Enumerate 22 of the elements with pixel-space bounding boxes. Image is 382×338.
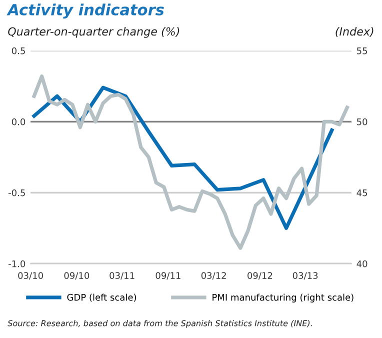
y-axis-title: Quarter-on-quarter change (%) [8,27,180,38]
y2-tick-label: 55 [357,48,367,54]
y2-axis-title: (Index) [336,27,374,37]
y2-tick-label: 45 [356,190,367,196]
x-tick-label: 09/12 [248,272,272,280]
x-tick-label: 03/11 [110,272,134,280]
line-series [32,74,349,250]
legend-label: PMI manufacturing (right scale) [212,294,354,302]
x-tick-label: 09/10 [64,272,90,280]
y-tick-label: -1.0 [8,260,26,268]
y-tick-label: 0.0 [12,118,26,126]
y2-tick-label: 50 [357,118,368,126]
source-note: Source: Research, based on data from the Spanish Statistics Institute (INE). [8,320,312,328]
x-tick-label: 03/10 [18,272,43,280]
x-tick-label: 03/13 [292,272,318,280]
y-tick-label: -0.5 [8,189,25,196]
x-tick-label: 09/11 [156,272,180,280]
y-tick-label: 0.5 [12,47,25,54]
legend-label: GDP (left scale) [67,294,136,302]
chart-title: Activity indicators [6,4,164,19]
y2-tick-label: 40 [356,260,368,268]
x-tick-label: 03/12 [201,272,226,280]
